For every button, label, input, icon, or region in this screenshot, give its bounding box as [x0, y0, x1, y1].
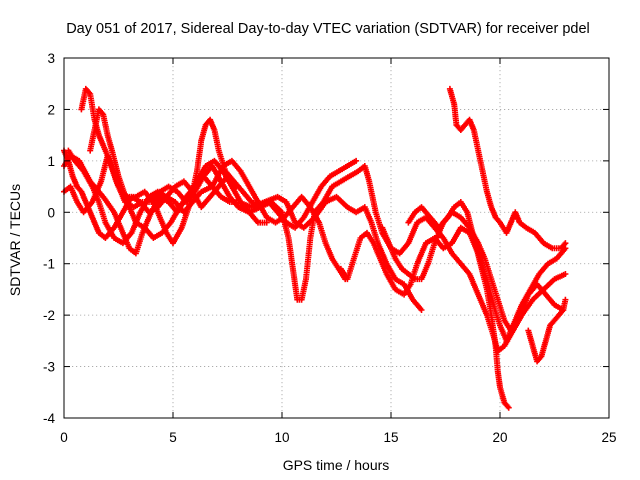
data-point-markers [525, 296, 569, 365]
y-tick-label: -4 [43, 411, 55, 426]
x-tick-label: 5 [169, 430, 177, 445]
y-tick-label: 2 [47, 102, 55, 117]
y-axis-ticks: -4 -3 -2 -1 0 1 2 3 [43, 51, 609, 426]
y-tick-label: 3 [47, 51, 55, 66]
x-tick-label: 20 [492, 430, 507, 445]
chart-title: Day 051 of 2017, Sidereal Day-to-day VTE… [66, 21, 590, 37]
x-tick-label: 25 [601, 430, 616, 445]
x-tick-label: 10 [274, 430, 289, 445]
data-series [61, 85, 569, 411]
x-tick-label: 0 [60, 430, 68, 445]
series-track-10 [379, 209, 567, 334]
plot-frame [63, 57, 610, 419]
y-tick-label: -2 [43, 308, 55, 323]
y-tick-label: 1 [47, 154, 55, 169]
y-tick-label: 0 [47, 205, 55, 220]
data-point-markers [446, 85, 569, 252]
y-tick-label: -3 [43, 360, 55, 375]
series-track-9 [446, 85, 569, 252]
x-axis-label: GPS time / hours [283, 457, 390, 473]
y-axis-label: SDTVAR / TECUs [7, 184, 23, 296]
x-axis-ticks: 0 5 10 15 20 25 [60, 58, 617, 445]
data-point-markers [379, 209, 567, 334]
grid-lines [64, 58, 609, 418]
y-tick-label: -1 [43, 257, 55, 272]
x-tick-label: 15 [383, 430, 398, 445]
series-track-11 [525, 296, 569, 365]
